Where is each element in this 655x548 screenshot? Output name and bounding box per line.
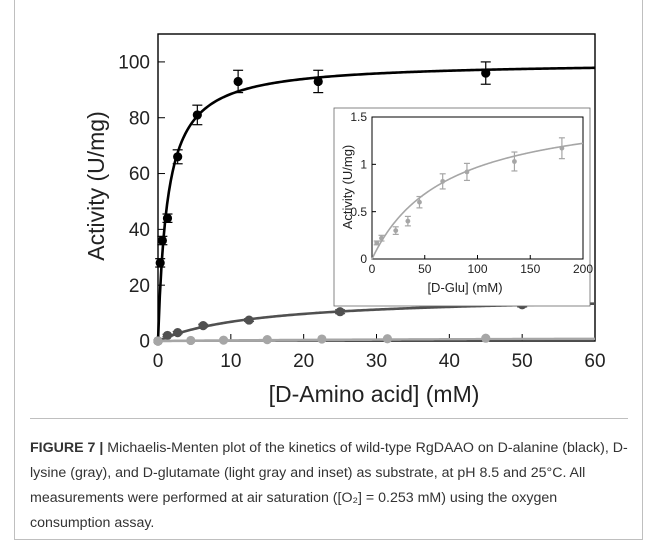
main-series-1-point [162, 213, 173, 223]
main-series-3-point [218, 335, 229, 345]
inset-x-tick-label: 50 [418, 262, 432, 276]
main-series-3-point [382, 334, 393, 344]
figure-caption: FIGURE 7 | Michaelis-Menten plot of the … [30, 436, 630, 536]
inset-x-tick-label: 150 [520, 262, 540, 276]
main-series-2-point [173, 328, 183, 338]
main-series-3-point [317, 334, 327, 344]
main-series-1-fit-curve [156, 66, 596, 342]
main-series-3-point [153, 336, 163, 346]
main-x-tick-label: 20 [293, 351, 314, 372]
inset-series-1-point [440, 178, 446, 184]
main-x-tick-label: 40 [439, 351, 460, 372]
main-series-2-point [244, 315, 254, 325]
inset-y-axis-label: Activity (U/mg) [340, 145, 355, 230]
inset-background [333, 107, 591, 307]
inset-series-1-fit-curve [371, 142, 584, 260]
main-series-1-point [192, 110, 202, 120]
main-x-tick-label: 50 [512, 351, 533, 372]
main-y-tick-label: 60 [129, 164, 150, 185]
main-x-axis-label: [D-Amino acid] (mM) [269, 381, 480, 407]
main-series-2-point [335, 307, 345, 317]
main-series-2-point [162, 330, 173, 341]
inset-y-tick-label: 1 [360, 158, 367, 172]
inset-series-1-point [405, 218, 411, 224]
main-series-2-point [198, 321, 208, 331]
main-series-1-point [481, 68, 491, 78]
main-y-tick-label: 40 [129, 220, 150, 241]
inset-series-1-point [559, 145, 565, 151]
figure-caption-label: FIGURE 7 | [30, 440, 104, 456]
main-y-axis-label: Activity (U/mg) [83, 111, 109, 261]
inset-x-tick-label: 200 [573, 262, 593, 276]
main-series-1-point [157, 235, 167, 246]
main-series-3-point [481, 333, 491, 343]
inset-series-1-point [512, 159, 517, 164]
main-y-tick-label: 80 [129, 108, 150, 129]
main-y-tick-label: 0 [139, 332, 150, 353]
main-series-3-fit-curve [157, 337, 596, 343]
main-series-3-point [262, 335, 272, 345]
inset-x-axis-label: [D-Glu] (mM) [427, 280, 502, 295]
inset-plot: 0 50 100 150 200 0 0.5 1 1.5 [350, 110, 593, 276]
inset-x-tick-label: 100 [467, 262, 487, 276]
inset-series-1-point [374, 240, 380, 246]
main-y-tick-label: 20 [129, 276, 150, 297]
caption-divider [30, 418, 628, 419]
inset-series-1-point [417, 199, 422, 205]
main-series-1-point [233, 76, 243, 87]
figure-frame [14, 0, 643, 540]
main-x-tick-label: 60 [584, 351, 605, 372]
inset-series-1-point [464, 169, 470, 175]
inset-x-tick-label: 0 [369, 262, 376, 276]
inset-y-tick-label: 0 [360, 252, 367, 266]
inset-series-1-point [379, 235, 384, 241]
main-series-1-point [313, 76, 323, 87]
main-y-tick-label: 100 [118, 53, 150, 74]
main-x-tick-label: 0 [153, 351, 164, 372]
main-x-tick-label: 30 [366, 351, 387, 372]
main-series-3-point [186, 335, 196, 346]
figure-caption-text: Michaelis-Menten plot of the kinetics of… [30, 440, 628, 531]
main-x-tick-label: 10 [220, 351, 241, 372]
inset-series-1-point [393, 228, 399, 234]
inset-y-tick-label: 0.5 [350, 205, 367, 219]
inset-y-tick-label: 1.5 [350, 110, 367, 124]
main-series-1-point [173, 152, 183, 162]
main-series-1-point [155, 258, 165, 268]
